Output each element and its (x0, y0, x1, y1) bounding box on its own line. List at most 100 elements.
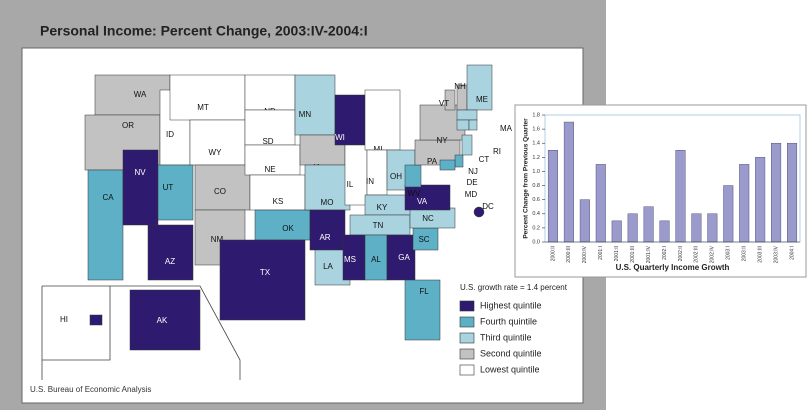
state (344, 144, 368, 206)
state-label: KS (273, 197, 284, 206)
legend-label: Lowest quintile (480, 364, 540, 374)
chart: 0.0 0.2 0.4 0.6 0.8 1.0 1.2 1.4 1.6 1.8 2000:II 200… (523, 112, 801, 272)
map: WAORCANVIDMTWYUTCOAZNMNDSDNEKSOKTXMNIAMO… (60, 64, 513, 351)
state-label: MA (500, 124, 513, 133)
state-label: WV (408, 189, 422, 198)
state-label: DE (466, 178, 477, 187)
state-label: AK (157, 316, 168, 325)
state-label: SD (262, 137, 273, 146)
state (94, 74, 171, 116)
state-label: UT (163, 183, 174, 192)
x-tick-label: 2003:IV (773, 245, 779, 263)
x-tick-label: 2000:II (550, 246, 556, 261)
state (466, 64, 493, 111)
state-label: MI (374, 145, 383, 154)
x-tick-label: 2002:IV (710, 245, 716, 263)
state (439, 159, 456, 171)
x-tick-label: 2000:III (566, 246, 572, 263)
state-label: WI (335, 133, 345, 142)
state-label: SC (418, 235, 429, 244)
state-label: TN (373, 221, 384, 230)
state-label: LA (323, 262, 333, 271)
y-tick-label: 0.2 (532, 225, 540, 231)
y-tick-label: 1.6 (532, 127, 540, 133)
bar (691, 213, 702, 243)
bar (595, 164, 606, 243)
legend-swatch (459, 348, 475, 360)
state (129, 289, 201, 351)
bar (547, 150, 558, 243)
source: U.S. Bureau of Economic Analysis (30, 385, 151, 394)
state (456, 119, 470, 131)
y-tick-label: 1.0 (532, 169, 540, 175)
state-label: AZ (165, 257, 175, 266)
x-tick-label: 2002:II (678, 246, 684, 261)
y-tick-label: 0.4 (532, 211, 540, 217)
state (87, 169, 124, 281)
state (364, 89, 401, 151)
state-label: DC (482, 202, 494, 211)
y-tick-label: 0.6 (532, 197, 540, 203)
state-label: MD (465, 190, 478, 199)
state-label: OR (122, 121, 134, 130)
state-label: MS (344, 255, 356, 264)
state-label: NY (436, 136, 448, 145)
bar (643, 206, 654, 243)
state-label: NV (134, 168, 146, 177)
state-label: AL (371, 255, 381, 264)
y-tick-label: 0.0 (532, 239, 540, 245)
state-label: MN (299, 110, 312, 119)
state-label: WY (209, 148, 223, 157)
state (366, 149, 388, 196)
y-tick-label: 1.2 (532, 155, 540, 161)
bar (659, 220, 670, 243)
x-tick-label: 2000:IV (582, 245, 588, 263)
state-label: MT (197, 103, 209, 112)
state-label: OK (282, 224, 294, 233)
state-label: TX (260, 268, 271, 277)
x-tick-label: 2004:I (789, 246, 795, 260)
y-tick-label: 0.8 (532, 183, 540, 189)
state-label: ME (476, 95, 488, 104)
bar (771, 142, 782, 243)
bar (579, 199, 590, 243)
legend-note: U.S. growth rate = 1.4 percent (460, 283, 568, 292)
state (254, 209, 311, 241)
bar (707, 213, 718, 243)
x-tick-label: 2001:I (598, 246, 604, 260)
legend-swatch (459, 300, 475, 312)
state-label: NH (454, 82, 466, 91)
state-label: NM (211, 235, 224, 244)
state-label: NE (264, 165, 275, 174)
legend-swatch (459, 364, 475, 376)
state (404, 279, 441, 341)
state (244, 74, 296, 111)
legend-swatch (459, 332, 475, 344)
state-label: WA (134, 90, 147, 99)
state (89, 314, 103, 326)
state (456, 109, 478, 121)
state (169, 74, 246, 121)
legend-label: Highest quintile (480, 300, 542, 310)
state (473, 206, 485, 218)
state (189, 119, 246, 166)
bar (627, 213, 638, 243)
state (454, 154, 464, 168)
x-tick-label: 2003:II (742, 246, 748, 261)
state (194, 164, 251, 211)
state (244, 109, 296, 146)
bar (787, 142, 798, 243)
state-label: HI (60, 315, 68, 324)
x-tick-label: 2002:III (694, 246, 700, 263)
bar (723, 185, 734, 243)
state (404, 184, 451, 211)
x-tick-label: 2003:III (757, 246, 763, 263)
state-label: OH (390, 172, 402, 181)
state (461, 134, 473, 156)
legend-swatch (459, 316, 475, 328)
state (404, 164, 422, 188)
state (219, 239, 306, 321)
x-tick-label: 2001:IV (646, 245, 652, 263)
state-label: AR (319, 233, 330, 242)
y-axis-title: Percent Change from Previous Quarter (523, 118, 530, 239)
